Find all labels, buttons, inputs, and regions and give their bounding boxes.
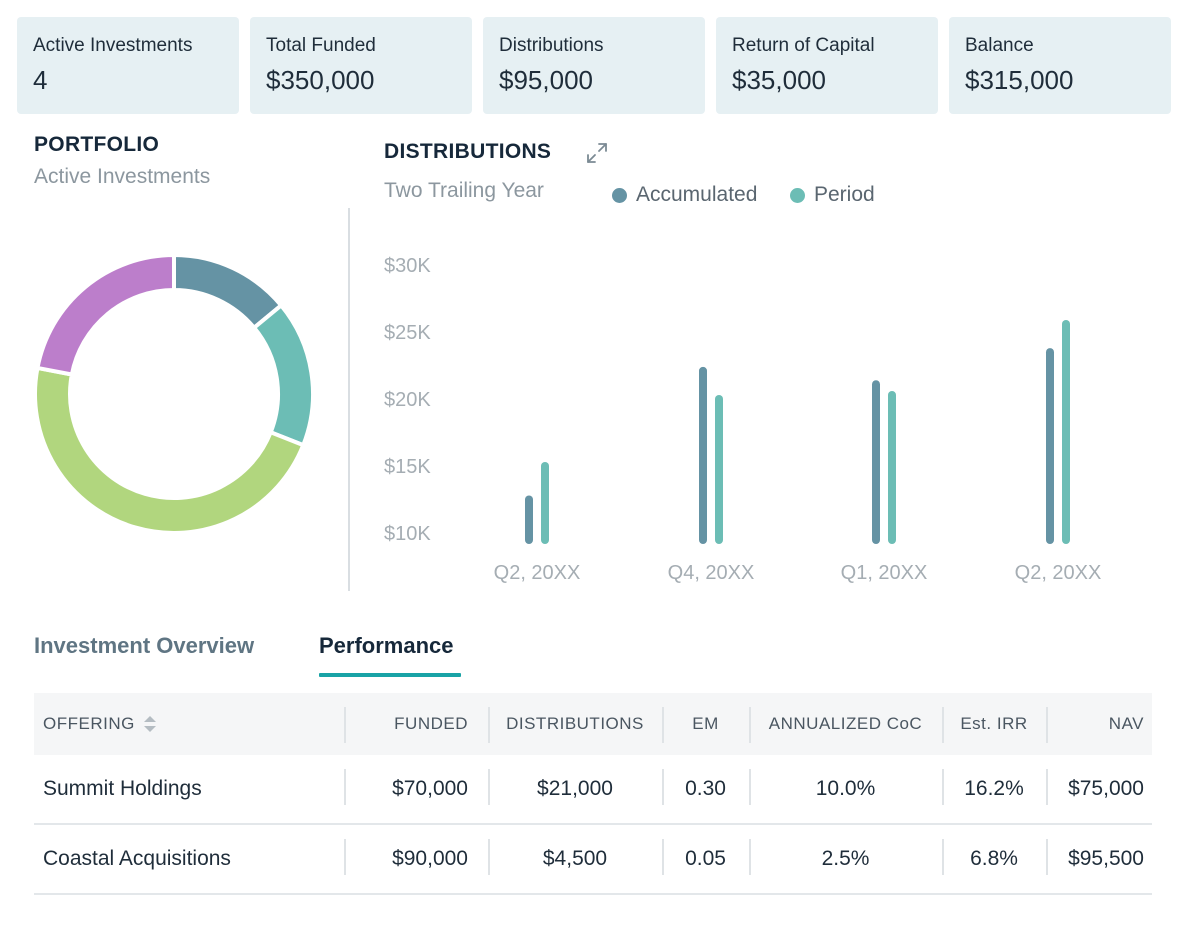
stat-label: Return of Capital [732, 35, 875, 56]
cell-nav: $75,000 [1046, 755, 1152, 823]
column-header-em: EM [662, 693, 749, 755]
cell-offering: Summit Holdings [43, 777, 202, 800]
chart-legend: Accumulated [612, 183, 757, 207]
active-tab-indicator [319, 673, 461, 677]
stat-value: 4 [33, 65, 48, 95]
y-tick-label: $15K [384, 456, 431, 478]
portfolio-donut-chart [33, 252, 315, 535]
header-label: OFFERING [43, 714, 135, 733]
stat-label: Active Investments [33, 35, 193, 56]
distributions-bar-chart: $30K $25K $20K $15K $10K Q2, 20XX Q4, 20XX Q1,… [384, 255, 1102, 584]
cell-est-irr: 6.8% [942, 825, 1046, 893]
table-row[interactable]: Coastal Acquisitions $90,000 $4,500 0.05… [34, 825, 1152, 895]
tab-performance[interactable]: Performance [319, 633, 454, 658]
stat-label: Distributions [499, 35, 604, 56]
table-header: OFFERING FUNDED DISTRIBUTIONS EM ANNUALI… [34, 693, 1152, 755]
stat-value: $350,000 [266, 65, 375, 95]
cell-distributions: $4,500 [488, 825, 662, 893]
x-tick-label: Q2, 20XX [494, 562, 581, 584]
cell-em: 0.30 [662, 755, 749, 823]
y-tick-label: $20K [384, 389, 431, 411]
column-header-est-irr: Est. IRR [942, 693, 1046, 755]
chart-legend: Period [790, 183, 875, 207]
cell-annualized-coc: 10.0% [749, 755, 942, 823]
legend-dot-accumulated [612, 187, 627, 203]
donut-slice-4[interactable] [35, 252, 176, 377]
performance-table: OFFERING FUNDED DISTRIBUTIONS EM ANNUALI… [34, 693, 1152, 895]
distributions-title: DISTRIBUTIONS [384, 140, 552, 163]
stat-card-return-of-capital: Return of Capital $35,000 [716, 17, 938, 114]
column-header-annualized-coc: ANNUALIZED CoC [749, 693, 942, 755]
column-header-distributions: DISTRIBUTIONS [488, 693, 662, 755]
cell-offering: Coastal Acquisitions [43, 847, 231, 870]
column-header-funded: FUNDED [344, 693, 488, 755]
donut-slice-2[interactable] [251, 302, 315, 448]
y-tick-label: $30K [384, 255, 431, 277]
expand-icon[interactable] [584, 140, 610, 166]
stat-card-balance: Balance $315,000 [949, 17, 1171, 114]
cell-est-irr: 16.2% [942, 755, 1046, 823]
y-tick-label: $25K [384, 322, 431, 344]
x-tick-label: Q4, 20XX [668, 562, 755, 584]
summary-cards: Active Investments 4 Total Funded $350,0… [17, 17, 1171, 114]
stat-value: $95,000 [499, 65, 593, 95]
y-tick-label: $10K [384, 523, 431, 545]
x-tick-label: Q2, 20XX [1015, 562, 1102, 584]
cell-distributions: $21,000 [488, 755, 662, 823]
donut-slice-3[interactable] [33, 365, 306, 535]
column-header-offering[interactable]: OFFERING [34, 693, 344, 755]
cell-em: 0.05 [662, 825, 749, 893]
stat-card-distributions: Distributions $95,000 [483, 17, 705, 114]
tab-investment-overview[interactable]: Investment Overview [34, 633, 255, 658]
sort-icon[interactable] [143, 714, 157, 734]
portfolio-title: PORTFOLIO [34, 133, 160, 156]
stat-value: $35,000 [732, 65, 826, 95]
stat-card-total-funded: Total Funded $350,000 [250, 17, 472, 114]
legend-label-accumulated: Accumulated [636, 183, 758, 206]
stat-card-active-investments: Active Investments 4 [17, 17, 239, 114]
x-tick-label: Q1, 20XX [841, 562, 928, 584]
legend-label-period: Period [814, 183, 875, 206]
cell-annualized-coc: 2.5% [749, 825, 942, 893]
stat-label: Balance [965, 35, 1034, 56]
stat-label: Total Funded [266, 35, 376, 56]
portfolio-subtitle: Active Investments [34, 165, 211, 188]
distributions-subtitle: Two Trailing Year [384, 179, 544, 202]
cell-funded: $90,000 [344, 825, 488, 893]
table-row[interactable]: Summit Holdings $70,000 $21,000 0.30 10.… [34, 755, 1152, 825]
section-divider [348, 208, 350, 591]
stat-value: $315,000 [965, 65, 1074, 95]
cell-funded: $70,000 [344, 755, 488, 823]
cell-nav: $95,500 [1046, 825, 1152, 893]
column-header-nav: NAV [1046, 693, 1152, 755]
legend-dot-period [790, 187, 805, 203]
